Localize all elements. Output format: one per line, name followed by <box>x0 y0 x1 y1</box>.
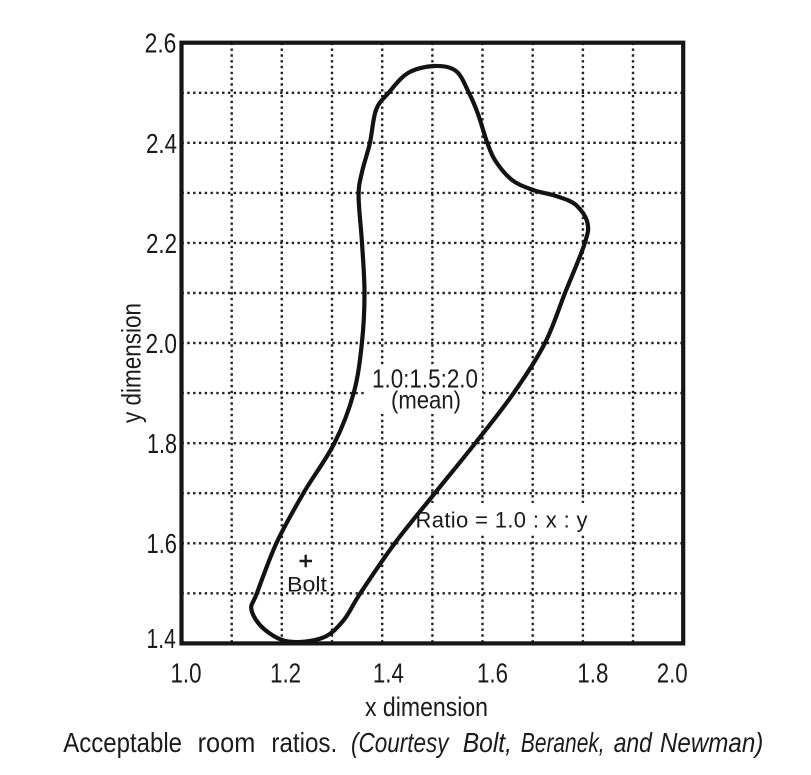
svg-text:(mean): (mean) <box>391 387 461 415</box>
svg-text:room: room <box>198 727 256 758</box>
svg-text:1.6: 1.6 <box>477 658 508 689</box>
svg-text:1.6: 1.6 <box>147 528 178 559</box>
svg-text:Bolt,: Bolt, <box>463 727 512 758</box>
svg-text:1.2: 1.2 <box>270 658 301 689</box>
svg-text:x dimension: x dimension <box>365 692 488 722</box>
svg-text:1.0: 1.0 <box>171 658 202 689</box>
svg-text:2.2: 2.2 <box>146 228 177 259</box>
svg-text:y dimension: y dimension <box>117 303 147 423</box>
svg-text:and: and <box>614 727 653 758</box>
svg-text:1.8: 1.8 <box>577 658 608 689</box>
svg-text:Ratio = 1.0 : x : y: Ratio = 1.0 : x : y <box>416 507 588 532</box>
svg-text:Newman): Newman) <box>660 727 763 758</box>
svg-text:2.4: 2.4 <box>146 128 177 159</box>
svg-text:2.6: 2.6 <box>145 28 177 59</box>
svg-text:1.8: 1.8 <box>147 428 177 459</box>
svg-text:2.0: 2.0 <box>146 328 178 359</box>
svg-text:2.0: 2.0 <box>657 658 688 689</box>
svg-text:1.4: 1.4 <box>373 658 404 689</box>
svg-text:Acceptable: Acceptable <box>63 727 182 758</box>
svg-text:ratios.: ratios. <box>271 727 337 758</box>
svg-text:Beranek,: Beranek, <box>521 727 605 758</box>
svg-text:(Courtesy: (Courtesy <box>351 727 450 758</box>
svg-text:1.0:1.5:2.0: 1.0:1.5:2.0 <box>372 364 478 394</box>
svg-text:Bolt: Bolt <box>287 574 327 597</box>
svg-text:1.4: 1.4 <box>147 623 176 654</box>
